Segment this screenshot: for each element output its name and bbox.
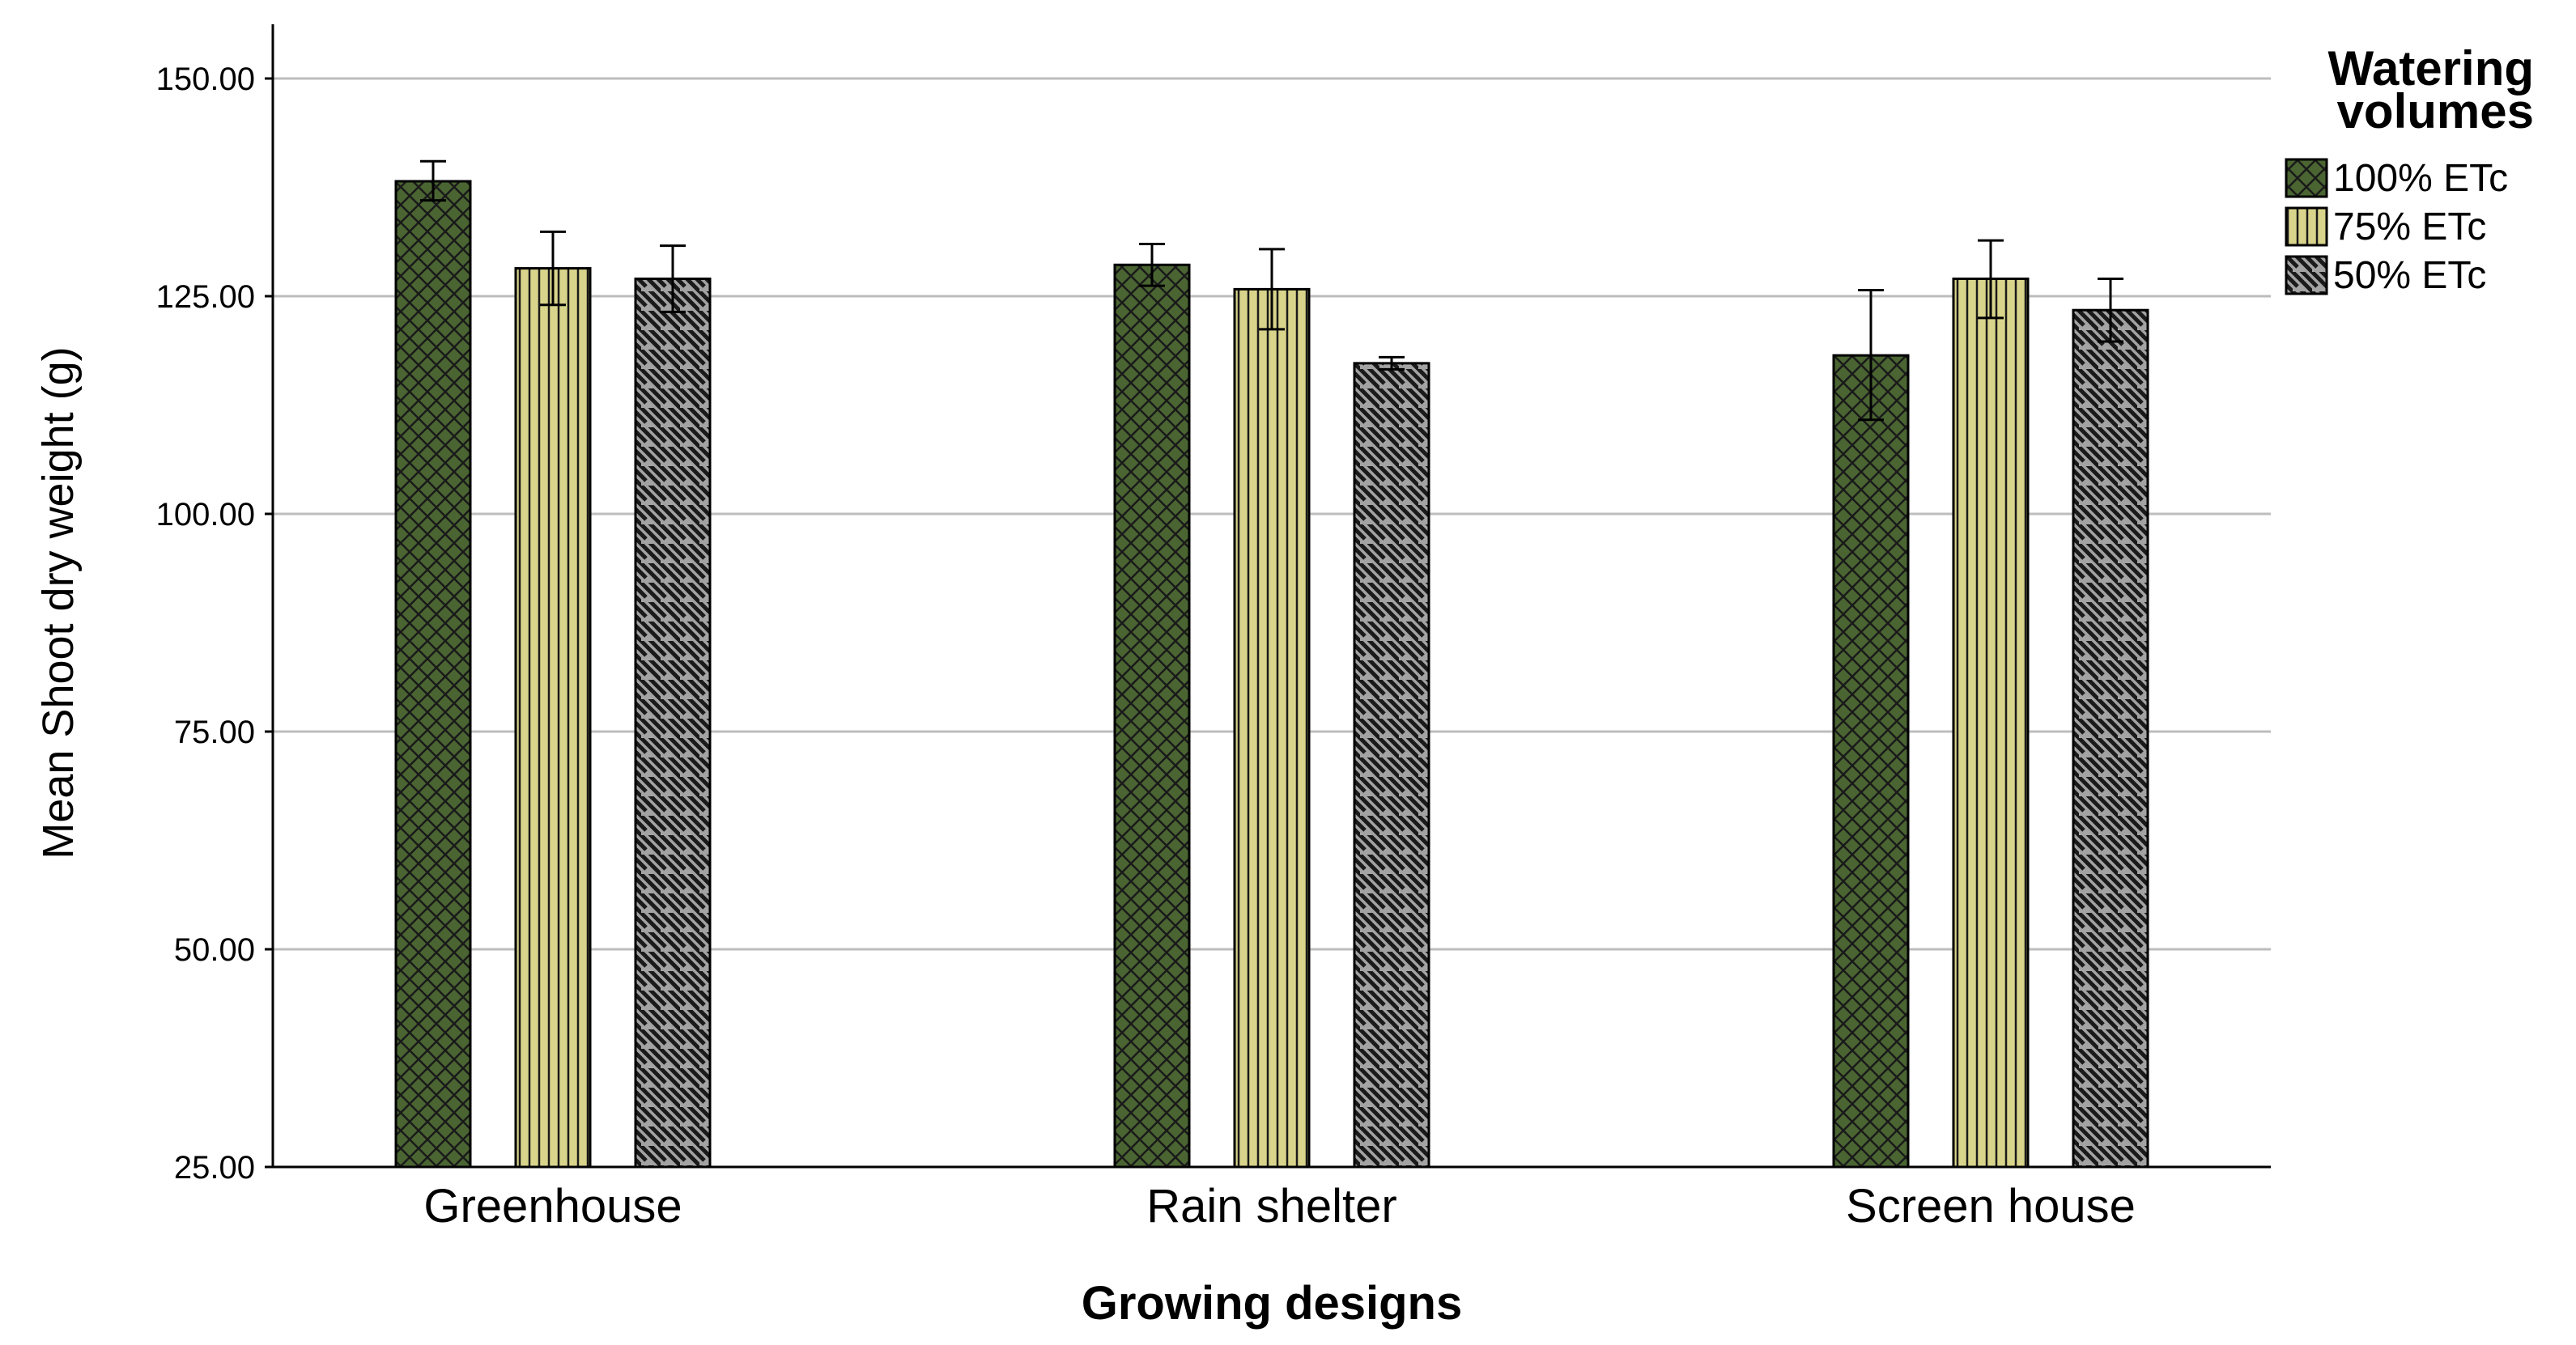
category-label: Rain shelter: [1146, 1180, 1396, 1233]
y-axis-title: Mean Shoot dry weight (g): [34, 346, 83, 859]
x-axis-title: Growing designs: [1082, 1277, 1463, 1330]
legend-label: 100% ETc: [2333, 157, 2508, 200]
legend-title-line1: Watering: [2328, 41, 2534, 95]
bar: [2072, 308, 2149, 1169]
legend-swatch: [2285, 255, 2328, 295]
legend-items: 100% ETc 75% ETc 50% ETc: [2285, 157, 2508, 297]
legend-swatch: [2285, 158, 2328, 198]
y-tick-label: 150.00: [156, 62, 255, 97]
bar: [1952, 277, 2030, 1169]
bars: [394, 180, 2149, 1169]
bar: [1113, 263, 1191, 1169]
y-tick-label: 125.00: [156, 279, 255, 315]
legend-title-line2: volumes: [2337, 84, 2534, 138]
y-tick-label: 75.00: [174, 715, 255, 750]
bar: [394, 180, 472, 1169]
bar: [634, 277, 712, 1169]
y-tick-labels: 25.00 50.00 75.00 100.00 125.00 150.00: [156, 62, 255, 1186]
category-label: Screen house: [1846, 1180, 2136, 1233]
legend: Watering volumes 100% ETc 75% ETc 50% ETc: [2285, 41, 2534, 297]
y-tick-label: 25.00: [174, 1150, 255, 1186]
bar: [514, 267, 592, 1169]
bar: [1233, 287, 1311, 1169]
bar: [1832, 354, 1910, 1169]
error-bars: [420, 159, 2123, 422]
legend-label: 50% ETc: [2333, 254, 2486, 297]
category-labels: Greenhouse Rain shelter Screen house: [423, 1180, 2136, 1233]
y-tick-label: 50.00: [174, 932, 255, 968]
y-tick-label: 100.00: [156, 497, 255, 532]
bar: [1353, 362, 1430, 1169]
legend-label: 75% ETc: [2333, 206, 2486, 248]
category-label: Greenhouse: [423, 1180, 682, 1233]
legend-swatch: [2285, 206, 2328, 247]
